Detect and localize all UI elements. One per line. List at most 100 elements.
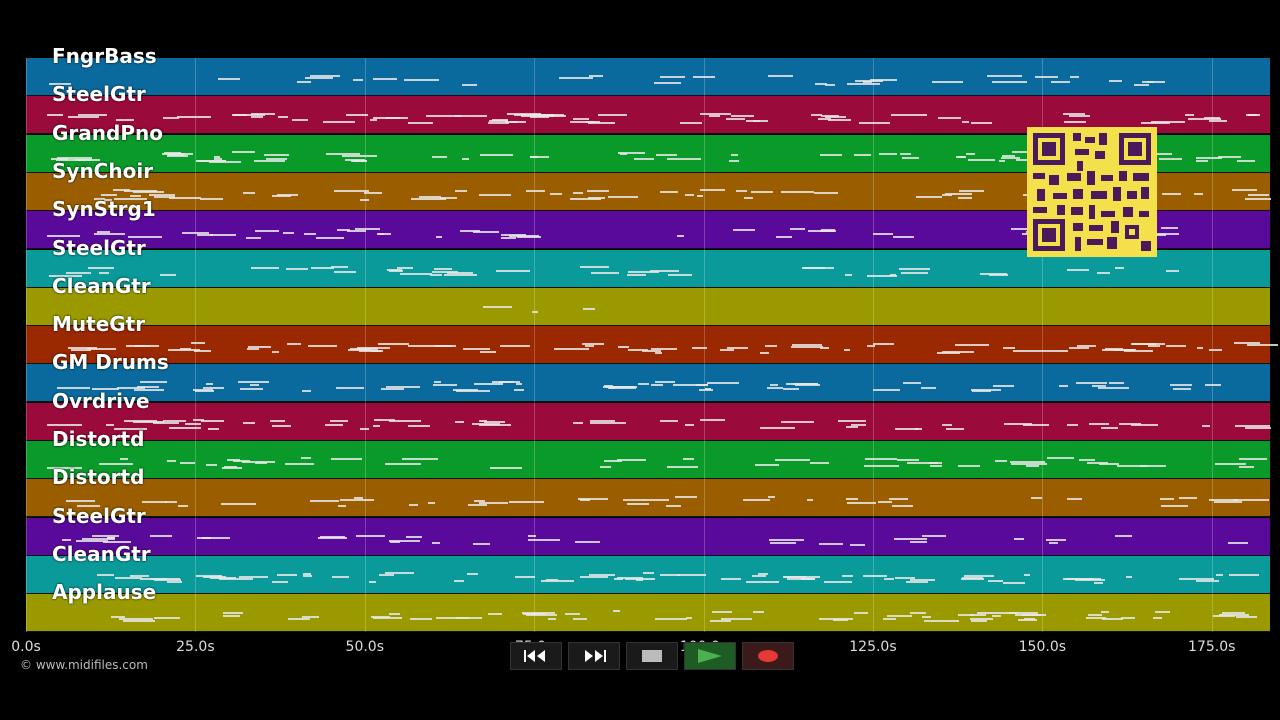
note-mark — [1213, 500, 1242, 503]
note-mark — [407, 122, 433, 125]
note-mark — [385, 386, 421, 389]
note-mark — [705, 387, 712, 390]
note-mark — [683, 458, 694, 461]
note-mark — [684, 194, 695, 197]
play-button[interactable] — [684, 642, 736, 670]
note-mark — [691, 346, 707, 349]
note-mark — [1026, 465, 1039, 468]
note-mark — [114, 427, 147, 430]
note-mark — [725, 117, 745, 120]
note-mark — [775, 236, 792, 239]
note-mark — [103, 540, 132, 543]
note-mark — [994, 459, 1007, 462]
note-mark — [1228, 541, 1249, 544]
note-mark — [1193, 193, 1204, 196]
note-mark — [1046, 538, 1066, 541]
note-mark — [944, 192, 973, 195]
note-mark — [487, 612, 503, 615]
note-mark — [329, 420, 349, 423]
note-mark — [399, 272, 432, 275]
note-mark — [745, 581, 780, 584]
note-mark — [608, 196, 639, 199]
note-mark — [889, 273, 897, 276]
note-mark — [48, 83, 72, 86]
note-mark — [1148, 345, 1161, 348]
note-mark — [141, 501, 168, 504]
note-mark — [271, 195, 291, 198]
time-tick-label: 125.0s — [849, 639, 897, 655]
note-mark — [786, 382, 818, 385]
note-mark — [758, 572, 768, 575]
note-mark — [115, 576, 143, 579]
note-mark — [759, 427, 796, 430]
note-mark — [435, 617, 469, 620]
note-mark — [514, 576, 535, 579]
note-mark — [921, 616, 931, 619]
note-mark — [546, 579, 558, 582]
note-mark — [454, 190, 467, 193]
note-mark — [863, 81, 873, 84]
note-mark — [46, 234, 80, 237]
note-mark — [373, 424, 380, 427]
stop-icon — [642, 650, 662, 662]
note-mark — [1165, 345, 1187, 348]
note-mark — [1172, 387, 1191, 390]
note-mark — [1154, 611, 1170, 614]
note-mark — [331, 266, 348, 269]
stop-button[interactable] — [626, 642, 678, 670]
note-mark — [992, 614, 1002, 617]
note-mark — [1097, 271, 1111, 274]
note-mark — [388, 540, 421, 543]
note-mark — [309, 74, 341, 77]
note-mark — [819, 543, 843, 546]
note-mark — [572, 117, 590, 120]
note-mark — [1066, 424, 1078, 427]
note-mark — [634, 158, 655, 161]
rewind-button[interactable] — [510, 642, 562, 670]
note-mark — [490, 466, 523, 469]
note-mark — [466, 573, 479, 576]
note-mark — [339, 499, 374, 502]
note-mark — [359, 350, 381, 353]
record-button[interactable] — [742, 642, 794, 670]
note-mark — [120, 457, 128, 460]
note-mark — [955, 344, 989, 347]
note-mark — [677, 235, 684, 238]
qr-code-icon — [1033, 133, 1151, 251]
track-name-label: Distortd — [52, 465, 145, 490]
note-mark — [65, 500, 96, 503]
note-mark — [495, 270, 530, 273]
note-mark — [286, 342, 302, 345]
note-mark — [87, 267, 115, 270]
track-name-label: SynStrg1 — [52, 197, 156, 222]
note-mark — [1196, 157, 1223, 160]
note-mark — [265, 158, 287, 161]
note-mark — [1002, 581, 1025, 584]
note-mark — [385, 572, 414, 575]
note-mark — [168, 426, 201, 429]
note-mark — [667, 158, 702, 161]
note-mark — [833, 618, 848, 621]
note-mark — [846, 425, 859, 428]
note-mark — [1062, 113, 1085, 116]
note-mark — [1023, 573, 1031, 576]
note-mark — [873, 389, 900, 392]
note-mark — [637, 383, 649, 386]
note-mark — [203, 386, 224, 389]
note-mark — [331, 457, 362, 460]
note-mark — [895, 576, 915, 579]
note-mark — [643, 572, 655, 575]
note-mark — [101, 193, 117, 196]
note-mark — [96, 574, 114, 577]
note-mark — [1160, 504, 1188, 507]
note-mark — [609, 387, 637, 390]
track-name-label: Applause — [52, 580, 157, 605]
note-mark — [333, 270, 356, 273]
fast-forward-button[interactable] — [568, 642, 620, 670]
note-mark — [239, 387, 264, 390]
note-mark — [780, 420, 814, 423]
qr-code — [1027, 127, 1157, 257]
note-mark — [707, 381, 740, 384]
note-mark — [379, 574, 395, 577]
note-mark — [1068, 114, 1091, 117]
